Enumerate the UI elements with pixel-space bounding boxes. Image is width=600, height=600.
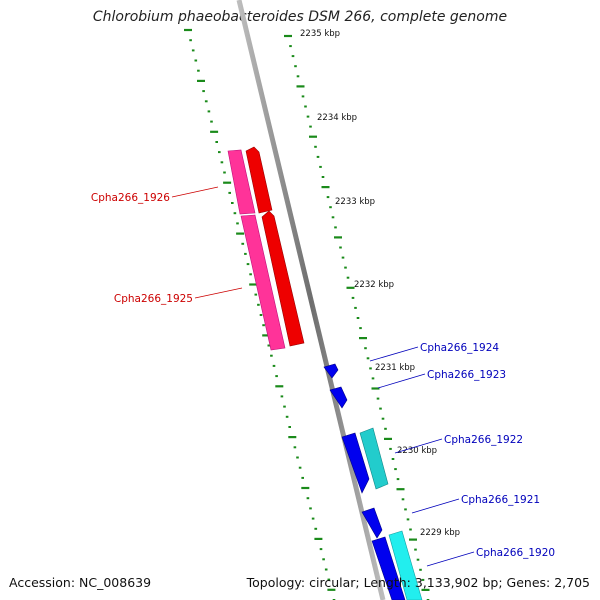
leader-cpha266-1923 (377, 373, 426, 389)
gene-cpha266-1925-outer[interactable] (240, 214, 286, 351)
topology-text: Topology: circular; Length: 3,133,902 bp… (246, 575, 590, 590)
kbp-scale-labels: 2235 kbp 2234 kbp 2233 kbp 2232 kbp 2231… (300, 29, 460, 538)
gene-label-cpha266-1922[interactable]: Cpha266_1922 (444, 434, 523, 446)
gene-cpha266-1925-inner[interactable] (261, 210, 305, 347)
outer-tick-ring (184, 28, 336, 600)
gene-cpha266-1922-inner[interactable] (341, 432, 370, 494)
gene-label-cpha266-1921[interactable]: Cpha266_1921 (461, 494, 540, 506)
genome-backbone (236, 0, 386, 600)
gene-label-cpha266-1920[interactable]: Cpha266_1920 (476, 547, 555, 559)
gene-label-cpha266-1924[interactable]: Cpha266_1924 (420, 342, 499, 354)
gene-cpha266-1921[interactable] (361, 507, 383, 539)
leader-cpha266-1921 (411, 498, 460, 514)
gene-label-cpha266-1925[interactable]: Cpha266_1925 (114, 293, 193, 305)
leader-cpha266-1925 (194, 287, 243, 299)
gene-labels: Cpha266_1926 Cpha266_1925 Cpha266_1924 C… (91, 192, 555, 559)
accession-text: Accession: NC_008639 (9, 575, 152, 590)
gene-features (227, 146, 423, 600)
kbp-label: 2232 kbp (354, 280, 394, 290)
gene-cpha266-1926-inner[interactable] (245, 146, 273, 214)
gene-cpha266-1923[interactable] (329, 386, 348, 409)
leader-cpha266-1926 (171, 186, 219, 198)
leader-cpha266-1924 (369, 346, 419, 362)
leader-cpha266-1922 (394, 438, 443, 454)
kbp-label: 2230 kbp (397, 446, 437, 456)
kbp-label: 2234 kbp (317, 113, 357, 123)
inner-tick-ring (284, 34, 430, 600)
gene-cpha266-1924[interactable] (323, 363, 339, 379)
leader-cpha266-1920 (426, 551, 475, 567)
kbp-label: 2235 kbp (300, 29, 340, 39)
gene-cpha266-1926-outer[interactable] (227, 149, 256, 215)
gene-cpha266-1922-outer[interactable] (359, 427, 389, 490)
kbp-label: 2231 kbp (375, 363, 415, 373)
gene-label-cpha266-1923[interactable]: Cpha266_1923 (427, 369, 506, 381)
kbp-label: 2233 kbp (335, 197, 375, 207)
page-title: Chlorobium phaeobacteroides DSM 266, com… (92, 9, 508, 25)
gene-label-cpha266-1926[interactable]: Cpha266_1926 (91, 192, 170, 204)
gene-cpha266-1920-inner[interactable] (371, 536, 406, 600)
kbp-label: 2229 kbp (420, 528, 460, 538)
gene-label-leaders (171, 186, 475, 567)
gene-cpha266-1920-outer[interactable] (388, 530, 423, 600)
